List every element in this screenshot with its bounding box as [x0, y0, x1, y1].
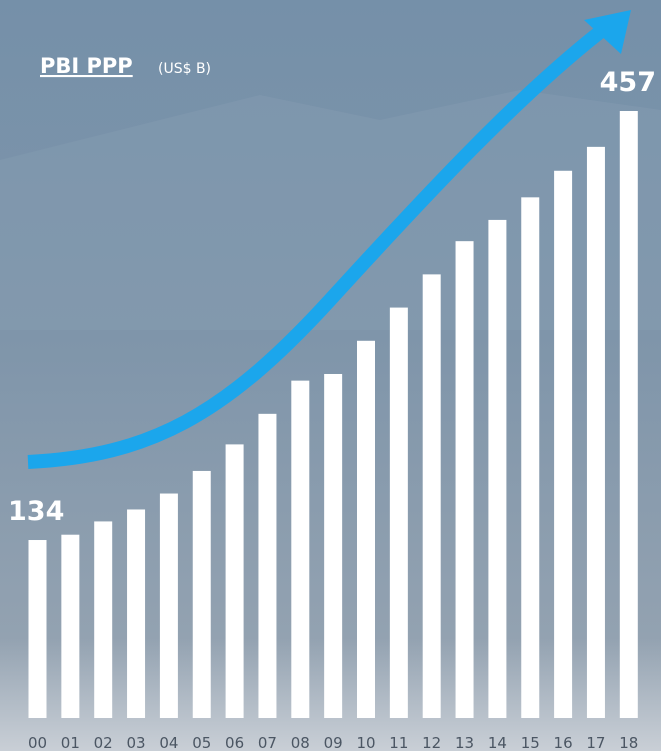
- x-tick-label: 01: [61, 734, 80, 751]
- x-tick-label: 18: [619, 734, 638, 751]
- bar: [159, 493, 178, 718]
- x-tick-label: 07: [258, 734, 277, 751]
- bar: [291, 380, 310, 718]
- x-tick-label: 12: [422, 734, 441, 751]
- x-tick-label: 10: [356, 734, 375, 751]
- x-tick-label: 00: [28, 734, 47, 751]
- bar: [61, 534, 80, 718]
- trend-arrow: [27, 26, 605, 469]
- x-tick-label: 02: [94, 734, 113, 751]
- bar: [488, 219, 507, 718]
- bar: [455, 241, 474, 718]
- x-tick-label: 11: [389, 734, 408, 751]
- x-tick-label: 08: [291, 734, 310, 751]
- bar: [258, 413, 277, 718]
- chart-title: PBI PPP: [40, 54, 133, 78]
- bar: [521, 197, 540, 719]
- x-tick-label: 06: [225, 734, 244, 751]
- bar: [192, 470, 211, 718]
- bar: [357, 340, 375, 718]
- bar: [127, 509, 146, 718]
- value-label: 134: [8, 496, 64, 527]
- trend-arrowhead: [584, 10, 631, 54]
- bar: [324, 373, 343, 718]
- bar: [422, 274, 441, 718]
- bar: [225, 444, 244, 718]
- bar: [28, 540, 47, 718]
- x-tick-label: 15: [521, 734, 540, 751]
- x-tick-label: 04: [159, 734, 178, 751]
- value-label: 457: [600, 67, 656, 98]
- chart-subtitle: (US$ B): [158, 61, 211, 77]
- x-tick-label: 14: [488, 734, 507, 751]
- x-tick-label: 05: [192, 734, 211, 751]
- x-tick-label: 17: [586, 734, 605, 751]
- bar: [619, 111, 638, 718]
- bar: [389, 307, 408, 718]
- x-tick-label: 16: [554, 734, 573, 751]
- bar: [94, 521, 113, 718]
- bar: [554, 170, 573, 718]
- x-tick-label: 13: [455, 734, 474, 751]
- x-tick-label: 09: [324, 734, 343, 751]
- x-tick-label: 03: [127, 734, 146, 751]
- bar: [586, 146, 605, 719]
